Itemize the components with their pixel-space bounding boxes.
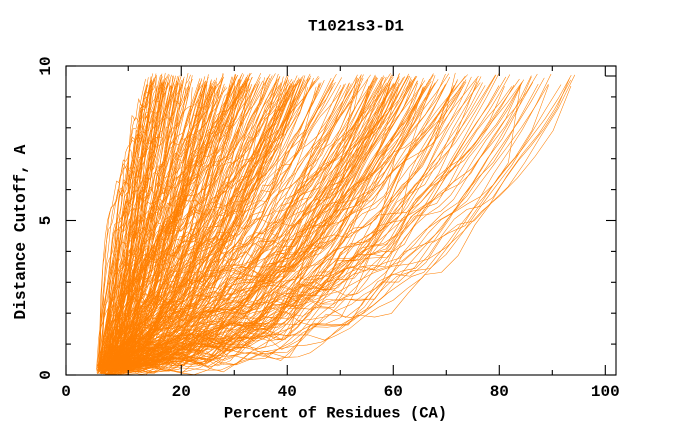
svg-text:60: 60 bbox=[384, 383, 403, 401]
svg-text:Distance Cutoff, A: Distance Cutoff, A bbox=[12, 144, 30, 319]
svg-text:Percent of Residues (CA): Percent of Residues (CA) bbox=[224, 405, 447, 423]
svg-text:20: 20 bbox=[172, 383, 191, 401]
svg-text:5: 5 bbox=[37, 216, 55, 226]
svg-text:0: 0 bbox=[61, 383, 71, 401]
svg-text:10: 10 bbox=[37, 56, 55, 75]
svg-text:100: 100 bbox=[591, 383, 620, 401]
svg-text:80: 80 bbox=[490, 383, 509, 401]
svg-text:0: 0 bbox=[37, 370, 55, 380]
svg-text:T1021s3-D1: T1021s3-D1 bbox=[308, 18, 404, 36]
svg-text:40: 40 bbox=[278, 383, 297, 401]
